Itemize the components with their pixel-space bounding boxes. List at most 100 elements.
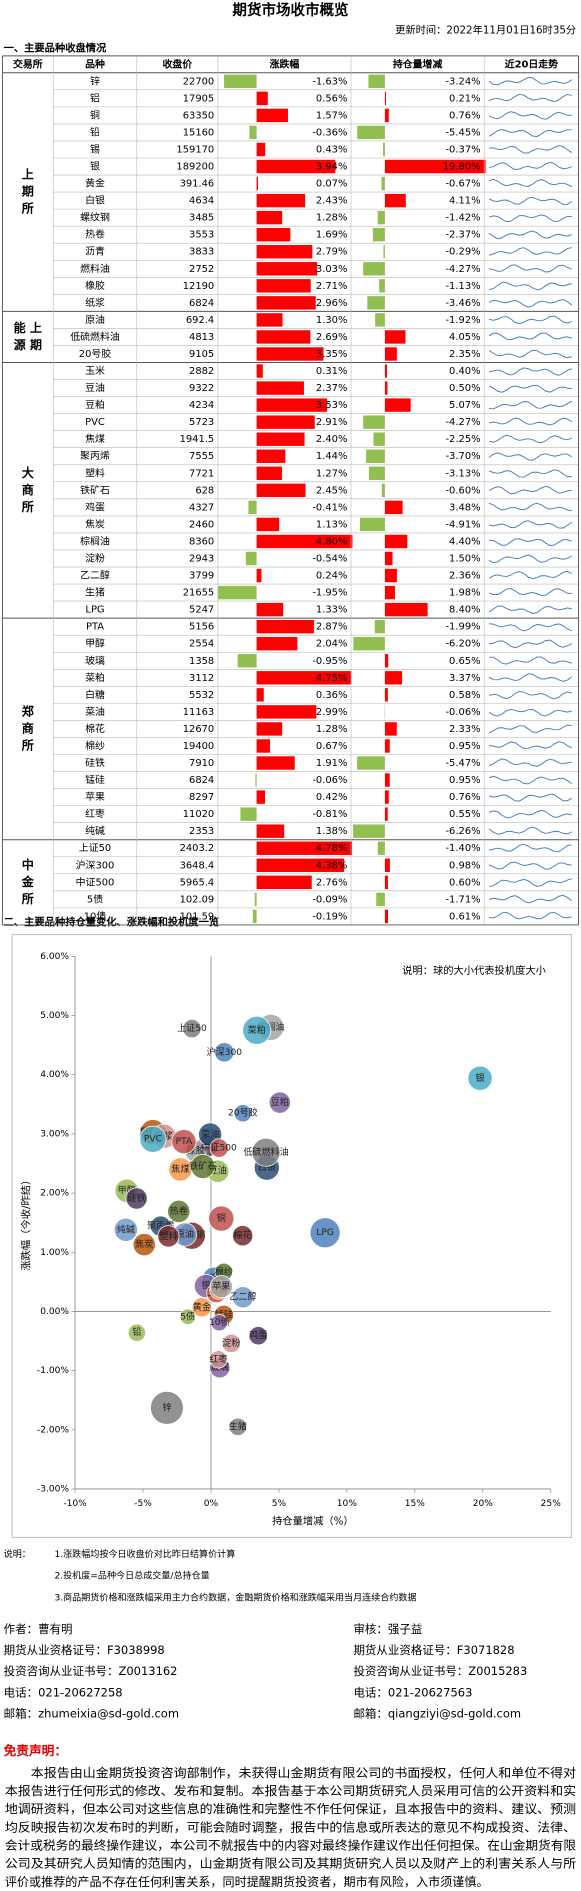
- change-label: -1.95%: [312, 588, 347, 599]
- change-label: -0.41%: [312, 502, 347, 513]
- change-label: 2.43%: [316, 196, 347, 207]
- bubble-label: 铅: [132, 1326, 141, 1338]
- oi-label: 5.07%: [449, 400, 480, 411]
- change-label: 1.27%: [316, 468, 347, 479]
- sparkline: [488, 452, 573, 461]
- update-time: 更新时间：2022年11月01日16时35分: [395, 23, 576, 36]
- oi-bar: [384, 108, 389, 123]
- sparkline: [488, 178, 573, 188]
- chart-frame: [11, 934, 572, 1538]
- close-price: 4813: [189, 332, 214, 343]
- close-price: 3833: [189, 247, 214, 258]
- column-header: 收盘价: [162, 57, 192, 70]
- bubble-label: 热卷: [170, 1205, 188, 1217]
- product-name: 乙二醇: [80, 569, 110, 582]
- product-name: 10债: [84, 909, 107, 922]
- change-bar: [240, 807, 257, 821]
- sparkline: [488, 741, 573, 750]
- change-bar: [217, 585, 257, 600]
- sparkline: [488, 861, 572, 870]
- change-bar: [256, 313, 283, 327]
- oi-bar: [384, 568, 397, 583]
- y-tick-label: 2.00%: [40, 1189, 69, 1199]
- product-name: 螺纹钢: [80, 211, 110, 224]
- product-name: PTA: [86, 622, 104, 633]
- product-name: 豆粕: [85, 398, 105, 411]
- bubble: [209, 1275, 233, 1299]
- sparkline: [488, 367, 572, 376]
- oi-label: 2.33%: [449, 724, 480, 735]
- x-axis-title: 持仓量增减（%）: [272, 1515, 354, 1528]
- close-price: 3648.4: [180, 860, 215, 871]
- change-label: 0.07%: [316, 179, 347, 190]
- change-bar: [248, 500, 257, 515]
- notes-title: 说明：: [4, 1548, 31, 1560]
- sparkline: [488, 724, 572, 734]
- sparkline: [488, 230, 572, 240]
- change-bar: [256, 637, 298, 651]
- bubble-label: 锡: [201, 1281, 210, 1292]
- oi-label: 8.40%: [449, 605, 480, 616]
- change-label: 0.67%: [316, 741, 347, 752]
- change-label: -0.09%: [312, 894, 347, 905]
- y-tick-label: 3.00%: [40, 1129, 69, 1139]
- product-name: 铁矿石: [80, 483, 110, 496]
- bubble: [228, 1417, 247, 1436]
- bubble: [268, 1091, 291, 1114]
- change-bar: [256, 602, 284, 617]
- x-tick-label: 5%: [272, 1499, 287, 1509]
- oi-label: 0.95%: [449, 775, 480, 786]
- oi-label: 0.50%: [449, 383, 480, 394]
- oi-bar: [384, 585, 395, 600]
- change-label: 2.99%: [316, 707, 347, 718]
- product-name: 银: [90, 160, 100, 173]
- product-name: 硅铁: [85, 756, 105, 769]
- oi-bar: [353, 637, 385, 651]
- close-price: 3112: [189, 673, 214, 684]
- oi-label: 19.80%: [443, 162, 481, 173]
- oi-bar: [384, 193, 406, 208]
- change-label: -0.06%: [312, 775, 347, 786]
- sparkline: [488, 708, 572, 717]
- close-price: 102.09: [180, 894, 215, 905]
- close-price: 189200: [176, 162, 214, 173]
- close-price: 5156: [189, 622, 214, 633]
- change-label: 2.69%: [316, 332, 347, 343]
- bubble: [182, 1019, 202, 1039]
- oi-label: -3.13%: [445, 468, 480, 479]
- close-price: 4234: [189, 400, 214, 411]
- oi-label: -0.37%: [445, 144, 480, 155]
- oi-bar: [367, 296, 385, 310]
- sparkline: [488, 502, 572, 512]
- oi-label: 4.11%: [449, 196, 480, 207]
- oi-label: 3.37%: [449, 673, 480, 684]
- change-label: 1.28%: [316, 724, 347, 735]
- sparkline: [488, 894, 573, 904]
- sparkline: [488, 434, 572, 444]
- bubble-label: 菜油: [201, 1128, 219, 1140]
- close-price: 3485: [189, 213, 214, 224]
- bubble: [125, 1187, 148, 1210]
- bubble: [232, 1286, 255, 1309]
- change-label: 1.13%: [316, 519, 347, 530]
- product-name: 铅: [90, 125, 100, 138]
- close-price: 391.46: [180, 179, 215, 190]
- bubble: [210, 1314, 228, 1332]
- disclaimer-line: 地调研资料，但本公司对这些信息的准确性和完整性不作任何保证，且本报告中的资料、建…: [5, 1801, 576, 1816]
- change-bar: [256, 330, 311, 344]
- close-price: 4327: [189, 502, 214, 513]
- sparkline: [488, 673, 573, 682]
- close-price: 63350: [183, 110, 215, 121]
- sparkline: [488, 690, 572, 700]
- x-tick-label: -5%: [134, 1499, 152, 1509]
- change-label: -0.81%: [312, 809, 347, 820]
- oi-bar: [381, 483, 385, 498]
- oi-label: -1.99%: [445, 622, 480, 633]
- bubble: [233, 1104, 252, 1123]
- close-price: 2353: [189, 826, 214, 837]
- exchange-label: 能 上: [14, 320, 42, 335]
- oi-bar: [375, 313, 385, 327]
- oi-label: -1.42%: [445, 213, 480, 224]
- close-price: 6824: [189, 298, 214, 309]
